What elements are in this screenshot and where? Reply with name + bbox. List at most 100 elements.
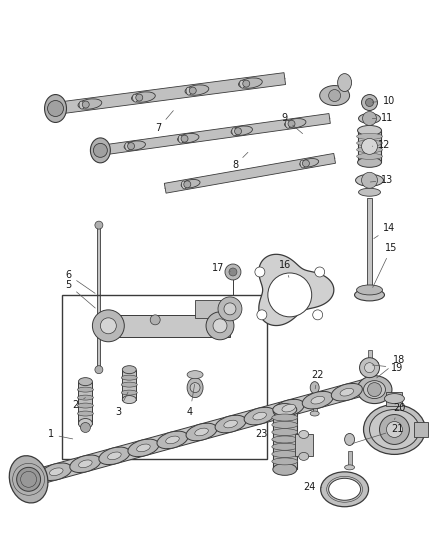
Circle shape — [206, 312, 234, 340]
Text: 3: 3 — [115, 392, 128, 416]
Ellipse shape — [300, 160, 305, 168]
Ellipse shape — [285, 120, 290, 128]
Bar — [313, 400, 317, 414]
Ellipse shape — [272, 450, 298, 457]
Text: 15: 15 — [373, 243, 398, 287]
Ellipse shape — [187, 378, 203, 398]
Ellipse shape — [272, 422, 298, 429]
Circle shape — [361, 172, 378, 188]
Ellipse shape — [133, 94, 138, 102]
Ellipse shape — [357, 147, 382, 152]
Circle shape — [366, 99, 374, 107]
Text: 11: 11 — [372, 114, 394, 124]
Text: 5: 5 — [65, 280, 95, 308]
Circle shape — [127, 143, 134, 150]
Ellipse shape — [181, 181, 187, 189]
Text: 16: 16 — [279, 260, 291, 277]
Ellipse shape — [357, 157, 381, 167]
Ellipse shape — [282, 404, 296, 412]
Bar — [97, 225, 100, 370]
Polygon shape — [27, 377, 377, 487]
Ellipse shape — [224, 420, 237, 428]
Ellipse shape — [310, 411, 319, 416]
Polygon shape — [361, 358, 378, 378]
Ellipse shape — [239, 78, 262, 88]
Text: 12: 12 — [372, 140, 391, 150]
Circle shape — [218, 297, 242, 321]
Ellipse shape — [310, 382, 319, 393]
Ellipse shape — [186, 87, 191, 95]
Ellipse shape — [345, 465, 355, 470]
Bar — [100, 315, 230, 337]
Circle shape — [367, 383, 381, 397]
Circle shape — [360, 358, 379, 378]
Bar — [348, 451, 352, 467]
Ellipse shape — [359, 114, 381, 124]
Bar — [295, 434, 313, 456]
Ellipse shape — [78, 99, 102, 109]
Ellipse shape — [9, 456, 48, 503]
Ellipse shape — [357, 133, 382, 140]
Circle shape — [184, 181, 191, 188]
Circle shape — [364, 362, 374, 373]
Ellipse shape — [78, 418, 92, 429]
Ellipse shape — [299, 453, 309, 461]
Circle shape — [93, 143, 107, 157]
Polygon shape — [259, 254, 334, 326]
Ellipse shape — [364, 381, 385, 399]
Ellipse shape — [121, 375, 137, 380]
Text: 21: 21 — [352, 424, 404, 443]
Ellipse shape — [78, 387, 93, 392]
Text: 20: 20 — [393, 402, 406, 419]
Ellipse shape — [231, 126, 252, 135]
Ellipse shape — [273, 399, 304, 417]
Circle shape — [224, 303, 236, 315]
Bar — [357, 131, 381, 163]
Circle shape — [213, 319, 227, 333]
Ellipse shape — [285, 118, 306, 128]
Ellipse shape — [302, 391, 333, 409]
Ellipse shape — [311, 397, 325, 404]
Circle shape — [136, 94, 143, 101]
Ellipse shape — [49, 468, 63, 475]
Circle shape — [181, 135, 188, 142]
Text: 1: 1 — [47, 430, 73, 440]
Circle shape — [361, 139, 378, 155]
Text: 23: 23 — [256, 430, 277, 443]
Ellipse shape — [299, 431, 309, 439]
Circle shape — [288, 120, 295, 127]
Circle shape — [81, 423, 90, 432]
Text: 8: 8 — [232, 152, 248, 171]
Text: 10: 10 — [372, 95, 396, 106]
Bar — [273, 409, 297, 470]
Ellipse shape — [122, 395, 136, 403]
Circle shape — [82, 101, 89, 108]
Circle shape — [268, 273, 312, 317]
Ellipse shape — [355, 289, 385, 301]
Ellipse shape — [121, 382, 137, 387]
Circle shape — [229, 268, 237, 276]
Ellipse shape — [99, 447, 130, 465]
Ellipse shape — [321, 472, 368, 507]
Circle shape — [243, 80, 250, 87]
Bar — [63, 295, 267, 459]
Ellipse shape — [185, 85, 209, 95]
Ellipse shape — [357, 285, 382, 295]
Text: 19: 19 — [372, 362, 403, 373]
Circle shape — [328, 90, 341, 101]
Bar — [386, 392, 403, 406]
Ellipse shape — [272, 458, 298, 465]
Ellipse shape — [78, 403, 93, 408]
Bar — [367, 350, 371, 368]
Ellipse shape — [272, 443, 298, 450]
Ellipse shape — [240, 80, 244, 88]
Ellipse shape — [356, 174, 384, 186]
Ellipse shape — [124, 141, 145, 150]
Ellipse shape — [177, 133, 199, 143]
Circle shape — [361, 94, 378, 110]
Ellipse shape — [78, 411, 93, 416]
Bar — [414, 422, 428, 438]
Circle shape — [313, 310, 323, 320]
Circle shape — [386, 422, 403, 438]
Ellipse shape — [195, 428, 208, 436]
